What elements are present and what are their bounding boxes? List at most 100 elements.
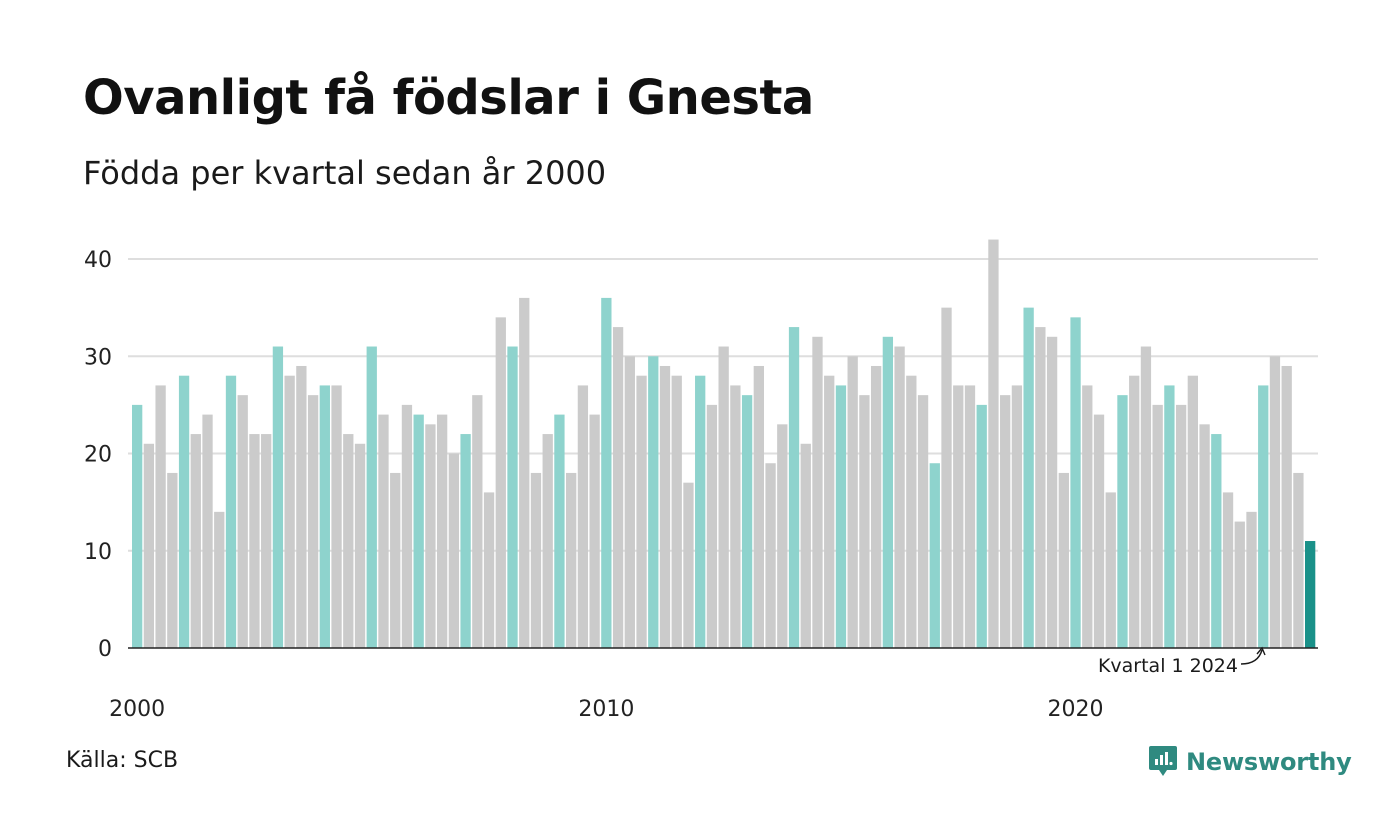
y-tick-label: 40 bbox=[84, 248, 112, 273]
bar-2011-q4 bbox=[683, 482, 694, 648]
bar-2012-q1 bbox=[695, 375, 706, 648]
y-tick-label: 20 bbox=[84, 443, 112, 468]
bar-2021-q2 bbox=[1129, 375, 1140, 648]
bar-2001-q2 bbox=[190, 434, 201, 648]
bar-2006-q4 bbox=[448, 453, 460, 648]
annotation-arrow bbox=[1240, 649, 1263, 665]
bar-2023-q1 bbox=[1211, 434, 1222, 648]
bar-2015-q4 bbox=[870, 365, 882, 648]
bar-2014-q4 bbox=[824, 375, 835, 648]
bar-2020-q4 bbox=[1105, 492, 1116, 648]
bar-2024-q3 bbox=[1281, 365, 1292, 648]
bar-2022-q1 bbox=[1164, 385, 1175, 648]
bar-2000-q2 bbox=[143, 443, 155, 648]
bar-2001-q1 bbox=[178, 375, 190, 648]
bar-2021-q3 bbox=[1140, 346, 1152, 648]
bar-2000-q1 bbox=[132, 404, 143, 649]
bar-2006-q3 bbox=[436, 414, 448, 648]
bar-2007-q2 bbox=[472, 395, 483, 648]
bar-2020-q2 bbox=[1082, 385, 1093, 648]
bar-2013-q1 bbox=[741, 395, 753, 648]
bar-2009-q3 bbox=[577, 385, 589, 648]
x-tick-label: 2010 bbox=[578, 697, 634, 722]
bar-2007-q4 bbox=[495, 317, 506, 648]
bar-2008-q3 bbox=[530, 472, 542, 648]
bar-2014-q3 bbox=[812, 336, 823, 648]
bar-2023-q2 bbox=[1222, 492, 1234, 648]
bar-2018-q4 bbox=[1011, 385, 1023, 648]
bar-2004-q4 bbox=[354, 443, 366, 648]
bar-2016-q1 bbox=[882, 336, 894, 648]
bar-2019-q2 bbox=[1035, 327, 1046, 648]
bar-2005-q2 bbox=[378, 414, 389, 648]
bar-2010-q2 bbox=[612, 327, 624, 648]
bar-2025-q1 bbox=[1305, 541, 1316, 648]
annotation-label: Kvartal 1 2024 bbox=[1098, 655, 1238, 677]
bar-2000-q3 bbox=[155, 385, 166, 648]
bar-2006-q2 bbox=[425, 424, 436, 648]
bar-2002-q4 bbox=[261, 434, 272, 648]
bar-2012-q2 bbox=[706, 404, 718, 649]
bar-2004-q3 bbox=[343, 434, 354, 648]
bar-2010-q4 bbox=[636, 375, 647, 648]
bar-2006-q1 bbox=[413, 414, 424, 648]
x-tick-label: 2000 bbox=[109, 697, 165, 722]
bar-2022-q2 bbox=[1175, 404, 1187, 649]
bar-2014-q1 bbox=[788, 327, 800, 648]
bar-2016-q2 bbox=[894, 346, 905, 648]
bar-2005-q4 bbox=[401, 404, 413, 649]
bar-2018-q3 bbox=[1000, 395, 1011, 648]
newsworthy-logo-icon bbox=[1149, 746, 1177, 776]
bar-2004-q1 bbox=[319, 385, 330, 648]
bar-2019-q4 bbox=[1058, 472, 1069, 648]
bar-2024-q1 bbox=[1258, 385, 1269, 648]
brand-logo[interactable]: Newsworthy bbox=[1148, 744, 1352, 780]
bar-2000-q4 bbox=[167, 472, 178, 648]
bar-2001-q3 bbox=[202, 414, 213, 648]
bar-2011-q1 bbox=[648, 356, 659, 648]
bar-2009-q2 bbox=[566, 472, 577, 648]
bar-2018-q1 bbox=[976, 404, 987, 649]
chart-title: Ovanligt få födslar i Gnesta bbox=[83, 70, 814, 126]
bar-2022-q3 bbox=[1187, 375, 1198, 648]
bar-2019-q3 bbox=[1046, 336, 1058, 648]
bar-2009-q1 bbox=[554, 414, 565, 648]
bar-2010-q1 bbox=[601, 297, 612, 648]
bar-2011-q3 bbox=[671, 375, 682, 648]
bar-2021-q1 bbox=[1117, 395, 1128, 648]
bar-2024-q4 bbox=[1293, 472, 1304, 648]
bar-2012-q4 bbox=[730, 385, 741, 648]
bar-2016-q4 bbox=[917, 395, 929, 648]
bar-2009-q4 bbox=[589, 414, 600, 648]
bar-2002-q2 bbox=[237, 395, 248, 648]
chart-subtitle: Födda per kvartal sedan år 2000 bbox=[83, 154, 607, 192]
bar-2013-q4 bbox=[777, 424, 788, 648]
bar-2004-q2 bbox=[331, 385, 342, 648]
annotation-arrowhead bbox=[1256, 646, 1266, 656]
bar-2024-q2 bbox=[1269, 356, 1281, 648]
brand-name: Newsworthy bbox=[1186, 748, 1352, 776]
bar-2017-q1 bbox=[929, 463, 940, 648]
bar-2020-q1 bbox=[1070, 317, 1081, 648]
bar-2007-q1 bbox=[460, 434, 471, 648]
bar-2019-q1 bbox=[1023, 307, 1034, 649]
bar-2008-q4 bbox=[542, 434, 553, 648]
bar-2022-q4 bbox=[1199, 424, 1210, 648]
bar-2020-q3 bbox=[1093, 414, 1105, 648]
bar-2003-q3 bbox=[296, 365, 307, 648]
bar-2001-q4 bbox=[214, 511, 225, 648]
bar-2007-q3 bbox=[483, 492, 495, 648]
bar-2016-q3 bbox=[906, 375, 917, 648]
bar-2002-q1 bbox=[225, 375, 237, 648]
bar-2015-q3 bbox=[859, 395, 870, 648]
bar-2013-q3 bbox=[765, 463, 776, 648]
bar-2011-q2 bbox=[659, 365, 671, 648]
x-tick-label: 2020 bbox=[1048, 697, 1104, 722]
bar-2005-q1 bbox=[366, 346, 377, 648]
bar-2008-q2 bbox=[519, 297, 530, 648]
bar-2017-q2 bbox=[941, 307, 952, 649]
bar-2023-q4 bbox=[1246, 511, 1257, 648]
bar-2015-q2 bbox=[847, 356, 858, 648]
bar-2013-q2 bbox=[753, 365, 764, 648]
bar-2012-q3 bbox=[718, 346, 729, 648]
